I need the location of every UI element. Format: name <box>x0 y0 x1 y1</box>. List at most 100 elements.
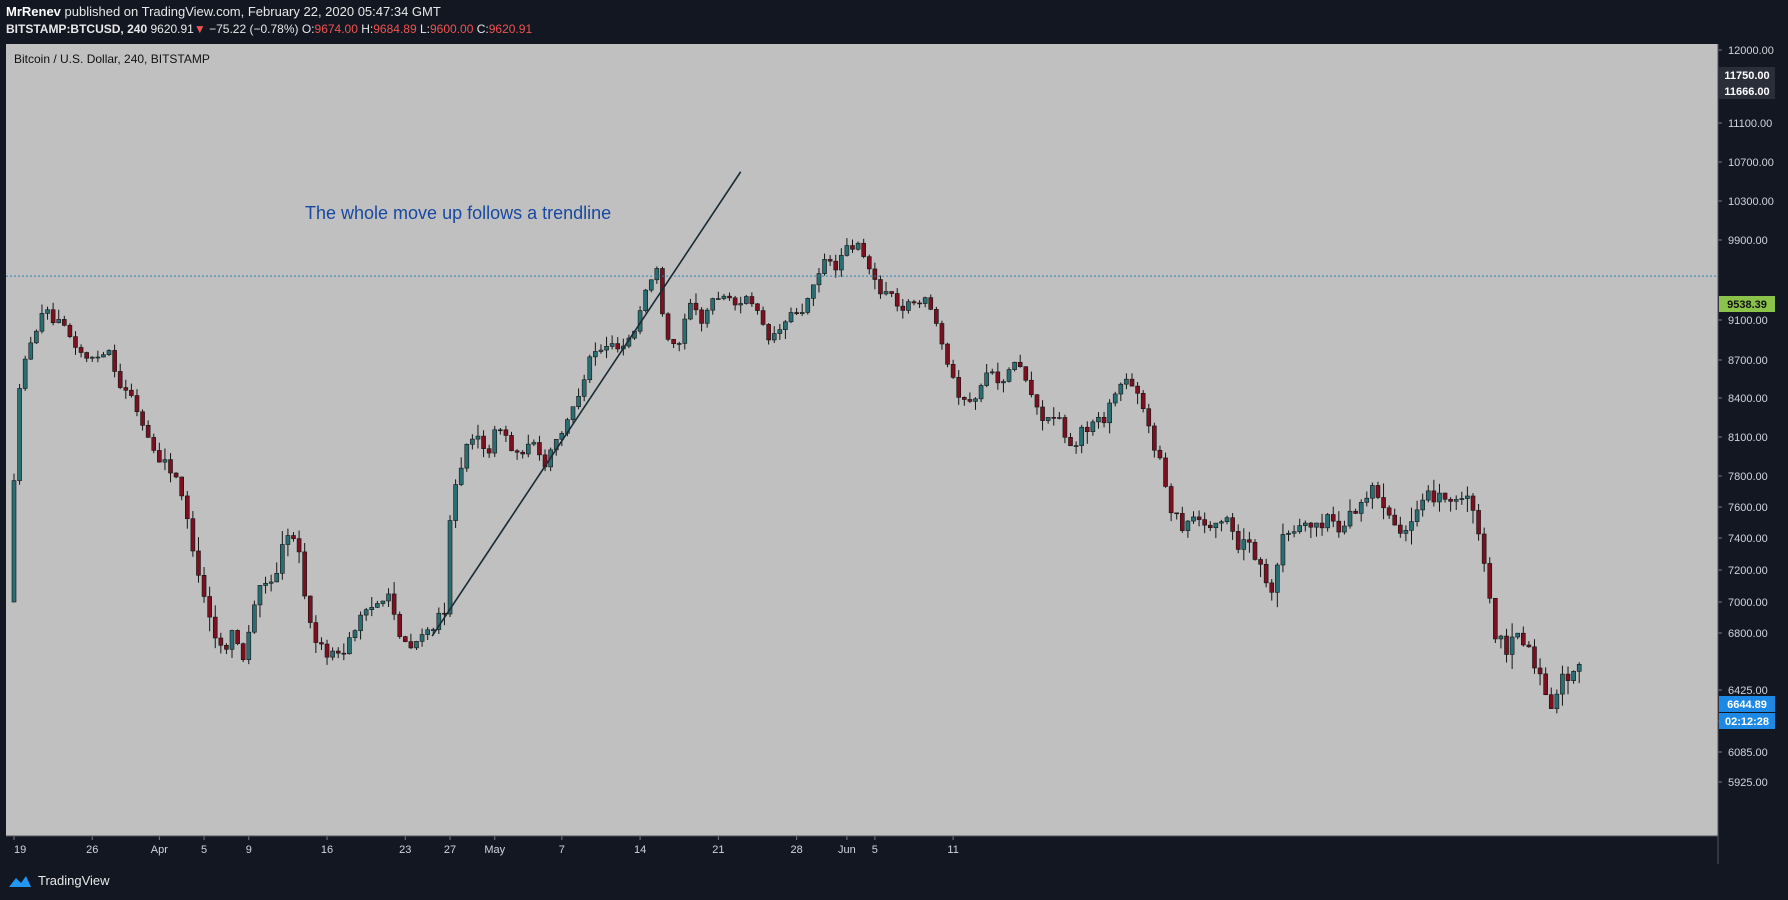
candle-body <box>878 279 883 295</box>
price-label-bg <box>1719 296 1775 312</box>
candle-body <box>665 313 671 340</box>
candle-body <box>1342 525 1347 533</box>
candle <box>95 350 101 363</box>
candle <box>34 329 39 344</box>
candle-body <box>1470 495 1476 511</box>
candle <box>760 306 766 326</box>
price-chart[interactable]: Bitcoin / U.S. Dollar, 240, BITSTAMP The… <box>0 44 1788 868</box>
candle-body <box>358 614 363 631</box>
candle-body <box>352 630 358 638</box>
candle-body <box>123 387 129 391</box>
candle <box>1308 521 1314 539</box>
trendline-annotation[interactable]: The whole move up follows a trendline <box>305 203 611 223</box>
x-tick-label: Apr <box>151 844 168 856</box>
candle <box>285 528 291 557</box>
symbol-label: BITSTAMP:BTCUSD, 240 <box>6 22 148 36</box>
candle <box>1336 511 1342 538</box>
candle-body <box>1129 378 1135 387</box>
candle <box>1157 445 1163 460</box>
candle-body <box>67 325 73 337</box>
candle <box>268 574 274 592</box>
candle-body <box>1392 514 1398 526</box>
candle-body <box>1057 417 1062 419</box>
candle-body <box>1034 394 1040 408</box>
x-tick-label: Jun <box>838 844 856 856</box>
tradingview-brand[interactable]: TradingView <box>8 873 110 888</box>
candle <box>1168 483 1174 522</box>
candle <box>1118 382 1124 402</box>
candle <box>1051 407 1057 426</box>
candle <box>1370 482 1375 509</box>
candle-body <box>570 406 576 420</box>
candle <box>89 356 95 362</box>
candle-body <box>1347 510 1353 527</box>
candle <box>464 443 470 472</box>
candle <box>1437 483 1442 512</box>
candle <box>1476 503 1481 541</box>
last-price: 9620.91 <box>150 22 194 36</box>
candle <box>799 303 805 316</box>
candle <box>581 374 587 402</box>
candle-body <box>989 371 995 374</box>
y-tick-label: 5925.00 <box>1728 777 1768 789</box>
candle-body <box>62 319 67 326</box>
candle-body <box>464 443 470 469</box>
candle-body <box>671 339 676 344</box>
candle <box>106 349 112 356</box>
y-tick-label: 12000.00 <box>1728 45 1774 57</box>
candle-body <box>1498 635 1504 640</box>
price-label: 6644.89 <box>1719 696 1775 712</box>
candle-body <box>587 356 593 381</box>
candle-body <box>654 268 660 281</box>
candle <box>1548 687 1554 709</box>
candle <box>598 344 604 354</box>
candle <box>1241 528 1247 561</box>
candle-body <box>900 305 906 311</box>
candle-body <box>581 379 587 397</box>
candle-body <box>1537 667 1543 675</box>
high-value: 9684.89 <box>373 22 417 36</box>
candle-body <box>330 650 335 658</box>
candle <box>671 338 676 349</box>
trendline[interactable] <box>431 171 742 637</box>
candle <box>168 453 173 483</box>
candle <box>492 425 498 458</box>
candle <box>1006 367 1012 383</box>
candle <box>1107 399 1112 434</box>
candle-body <box>341 652 347 655</box>
candle <box>866 254 872 275</box>
candle-body <box>1358 502 1364 514</box>
candle <box>1023 366 1029 383</box>
candle <box>604 336 609 359</box>
candle-body <box>598 349 604 352</box>
candle-body <box>1213 522 1219 529</box>
y-tick-label: 10700.00 <box>1728 157 1774 169</box>
candle-body <box>1275 564 1280 593</box>
candle-body <box>402 636 408 642</box>
open-value: 9674.00 <box>314 22 358 36</box>
x-axis: 19 26 Apr 5 9 16 23 27 May 7 14 21 28 Jun 5 11 <box>13 836 959 856</box>
price-label-bg <box>1719 83 1775 99</box>
candle-body <box>1442 492 1448 500</box>
candle-body <box>1146 408 1152 427</box>
candle-body <box>822 259 827 274</box>
candle <box>1526 641 1532 648</box>
candle-body <box>302 551 307 597</box>
candle <box>995 362 1001 390</box>
candle <box>839 248 844 277</box>
candle-body <box>1006 369 1012 382</box>
candle-body <box>1509 636 1515 655</box>
candle-body <box>676 343 682 345</box>
candle-body <box>559 433 565 440</box>
candle <box>1347 499 1353 529</box>
candle-body <box>173 472 179 478</box>
candle-body <box>179 476 184 497</box>
candle-body <box>783 321 788 330</box>
publisher-name[interactable]: MrRenev <box>6 4 61 19</box>
candle <box>341 643 347 661</box>
chart-area[interactable]: Bitcoin / U.S. Dollar, 240, BITSTAMP The… <box>0 44 1788 868</box>
price-label: 02:12:28 <box>1719 713 1775 729</box>
candle <box>447 515 453 617</box>
candle-body <box>967 399 973 402</box>
candle <box>827 255 833 266</box>
